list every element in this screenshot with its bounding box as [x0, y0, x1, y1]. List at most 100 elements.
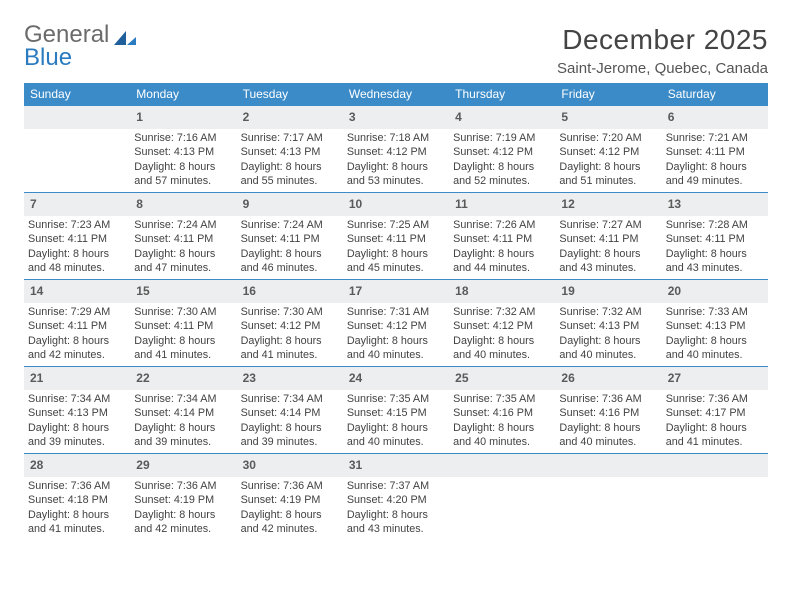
sail-icon [112, 29, 138, 47]
day-number: 6 [668, 110, 675, 124]
day-info: Sunrise: 7:30 AMSunset: 4:11 PMDaylight:… [134, 305, 232, 362]
day-number-row: 7 [24, 193, 130, 216]
day-number: 3 [349, 110, 356, 124]
calendar-day: 24Sunrise: 7:35 AMSunset: 4:15 PMDayligh… [343, 367, 449, 453]
day-number-row: . [555, 454, 661, 477]
calendar: SundayMondayTuesdayWednesdayThursdayFrid… [24, 83, 768, 540]
day-info: Sunrise: 7:36 AMSunset: 4:19 PMDaylight:… [241, 479, 339, 536]
calendar-day: . [662, 454, 768, 540]
day-info: Sunrise: 7:31 AMSunset: 4:12 PMDaylight:… [347, 305, 445, 362]
day-info: Sunrise: 7:30 AMSunset: 4:12 PMDaylight:… [241, 305, 339, 362]
calendar-day: 22Sunrise: 7:34 AMSunset: 4:14 PMDayligh… [130, 367, 236, 453]
calendar-day: 12Sunrise: 7:27 AMSunset: 4:11 PMDayligh… [555, 193, 661, 279]
day-number-row: 16 [237, 280, 343, 303]
day-info: Sunrise: 7:23 AMSunset: 4:11 PMDaylight:… [28, 218, 126, 275]
calendar-body: . 1Sunrise: 7:16 AMSunset: 4:13 PMDaylig… [24, 106, 768, 540]
day-number-row: 26 [555, 367, 661, 390]
column-header: Monday [130, 83, 236, 106]
day-number: 9 [243, 197, 250, 211]
day-number-row: 22 [130, 367, 236, 390]
calendar-week: . 1Sunrise: 7:16 AMSunset: 4:13 PMDaylig… [24, 106, 768, 193]
day-number-row: . [662, 454, 768, 477]
day-info: Sunrise: 7:37 AMSunset: 4:20 PMDaylight:… [347, 479, 445, 536]
calendar-day: 14 Sunrise: 7:29 AMSunset: 4:11 PMDayligh… [24, 280, 130, 366]
day-number-row: . [449, 454, 555, 477]
day-number: 30 [243, 458, 256, 472]
calendar-day: 23Sunrise: 7:34 AMSunset: 4:14 PMDayligh… [237, 367, 343, 453]
day-number: 11 [455, 197, 468, 211]
day-number: 13 [668, 197, 681, 211]
calendar-day: . [449, 454, 555, 540]
title-block: December 2025 Saint-Jerome, Quebec, Cana… [557, 24, 768, 77]
day-number-row: 9 [237, 193, 343, 216]
day-info: Sunrise: 7:32 AMSunset: 4:12 PMDaylight:… [453, 305, 551, 362]
day-info: Sunrise: 7:25 AMSunset: 4:11 PMDaylight:… [347, 218, 445, 275]
calendar-day: 11Sunrise: 7:26 AMSunset: 4:11 PMDayligh… [449, 193, 555, 279]
day-info: Sunrise: 7:19 AMSunset: 4:12 PMDaylight:… [453, 131, 551, 188]
day-number-row: 25 [449, 367, 555, 390]
day-number: 29 [136, 458, 149, 472]
day-number: 4 [455, 110, 462, 124]
day-info: Sunrise: 7:21 AMSunset: 4:11 PMDaylight:… [666, 131, 764, 188]
day-number-row: 3 [343, 106, 449, 129]
calendar-day: 25Sunrise: 7:35 AMSunset: 4:16 PMDayligh… [449, 367, 555, 453]
day-number-row: 11 [449, 193, 555, 216]
day-number-row: 27 [662, 367, 768, 390]
column-header: Tuesday [237, 83, 343, 106]
day-info: Sunrise: 7:35 AMSunset: 4:15 PMDaylight:… [347, 392, 445, 449]
day-number-row: 20 [662, 280, 768, 303]
day-number-row: 4 [449, 106, 555, 129]
day-info: Sunrise: 7:36 AMSunset: 4:16 PMDaylight:… [559, 392, 657, 449]
day-number: 28 [30, 458, 43, 472]
day-number-row: 6 [662, 106, 768, 129]
calendar-day: 3Sunrise: 7:18 AMSunset: 4:12 PMDaylight… [343, 106, 449, 192]
calendar-day: 29Sunrise: 7:36 AMSunset: 4:19 PMDayligh… [130, 454, 236, 540]
day-number-row: 18 [449, 280, 555, 303]
day-number: 20 [668, 284, 681, 298]
day-number-row: 5 [555, 106, 661, 129]
calendar-week: 21Sunrise: 7:34 AMSunset: 4:13 PMDayligh… [24, 367, 768, 454]
day-number-row: 23 [237, 367, 343, 390]
day-info: Sunrise: 7:34 AMSunset: 4:14 PMDaylight:… [241, 392, 339, 449]
calendar-day: 31Sunrise: 7:37 AMSunset: 4:20 PMDayligh… [343, 454, 449, 540]
day-number-row: 15 [130, 280, 236, 303]
day-number-row: 2 [237, 106, 343, 129]
calendar-day: 19 Sunrise: 7:32 AMSunset: 4:13 PMDayligh… [555, 280, 661, 366]
day-info: Sunrise: 7:29 AMSunset: 4:11 PMDaylight:… [28, 305, 126, 362]
day-number: 15 [136, 284, 149, 298]
calendar-day: 17Sunrise: 7:31 AMSunset: 4:12 PMDayligh… [343, 280, 449, 366]
day-info: Sunrise: 7:32 AMSunset: 4:13 PMDaylight:… [559, 305, 657, 362]
day-number: 18 [455, 284, 468, 298]
day-number: 1 [136, 110, 143, 124]
calendar-day: 28Sunrise: 7:36 AMSunset: 4:18 PMDayligh… [24, 454, 130, 540]
brand-part2: Blue [24, 47, 138, 70]
calendar-day: . [24, 106, 130, 192]
day-number-row: 19 [555, 280, 661, 303]
day-number: 19 [561, 284, 574, 298]
day-info: Sunrise: 7:17 AMSunset: 4:13 PMDaylight:… [241, 131, 339, 188]
day-number-row: 10 [343, 193, 449, 216]
calendar-day: 20Sunrise: 7:33 AMSunset: 4:13 PMDayligh… [662, 280, 768, 366]
calendar-day: 10Sunrise: 7:25 AMSunset: 4:11 PMDayligh… [343, 193, 449, 279]
day-number: 8 [136, 197, 143, 211]
day-number-row: 12 [555, 193, 661, 216]
day-number-row: 30 [237, 454, 343, 477]
calendar-day: 27Sunrise: 7:36 AMSunset: 4:17 PMDayligh… [662, 367, 768, 453]
day-number-row: 29 [130, 454, 236, 477]
column-header: Wednesday [343, 83, 449, 106]
calendar-day: 2Sunrise: 7:17 AMSunset: 4:13 PMDaylight… [237, 106, 343, 192]
calendar-day: 30 Sunrise: 7:36 AMSunset: 4:19 PMDayligh… [237, 454, 343, 540]
brand-logo: GeneralBlue [24, 24, 138, 70]
day-info: Sunrise: 7:24 AMSunset: 4:11 PMDaylight:… [241, 218, 339, 275]
calendar-day: 8Sunrise: 7:24 AMSunset: 4:11 PMDaylight… [130, 193, 236, 279]
calendar-week: 14 Sunrise: 7:29 AMSunset: 4:11 PMDayligh… [24, 280, 768, 367]
day-number-row: 1 [130, 106, 236, 129]
column-header: Sunday [24, 83, 130, 106]
calendar-day: 18 Sunrise: 7:32 AMSunset: 4:12 PMDayligh… [449, 280, 555, 366]
day-number: 5 [561, 110, 568, 124]
page-title: December 2025 [557, 24, 768, 56]
calendar-day: 9 Sunrise: 7:24 AMSunset: 4:11 PMDaylight… [237, 193, 343, 279]
day-number: 14 [30, 284, 43, 298]
day-number: 16 [243, 284, 256, 298]
day-info: Sunrise: 7:35 AMSunset: 4:16 PMDaylight:… [453, 392, 551, 449]
